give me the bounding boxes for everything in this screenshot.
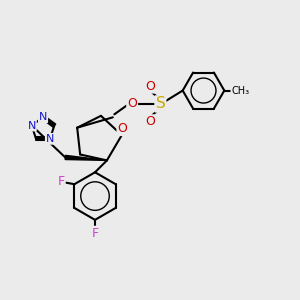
Text: O: O bbox=[127, 98, 137, 110]
Text: F: F bbox=[92, 227, 99, 240]
Text: S: S bbox=[155, 96, 165, 111]
Text: CH₃: CH₃ bbox=[231, 85, 249, 96]
Polygon shape bbox=[65, 155, 107, 160]
Text: N: N bbox=[28, 121, 36, 130]
Text: O: O bbox=[145, 80, 155, 93]
Text: O: O bbox=[145, 115, 155, 128]
Text: N: N bbox=[46, 134, 54, 144]
Text: O: O bbox=[117, 122, 127, 135]
Text: F: F bbox=[58, 175, 64, 188]
Text: N: N bbox=[39, 112, 47, 122]
